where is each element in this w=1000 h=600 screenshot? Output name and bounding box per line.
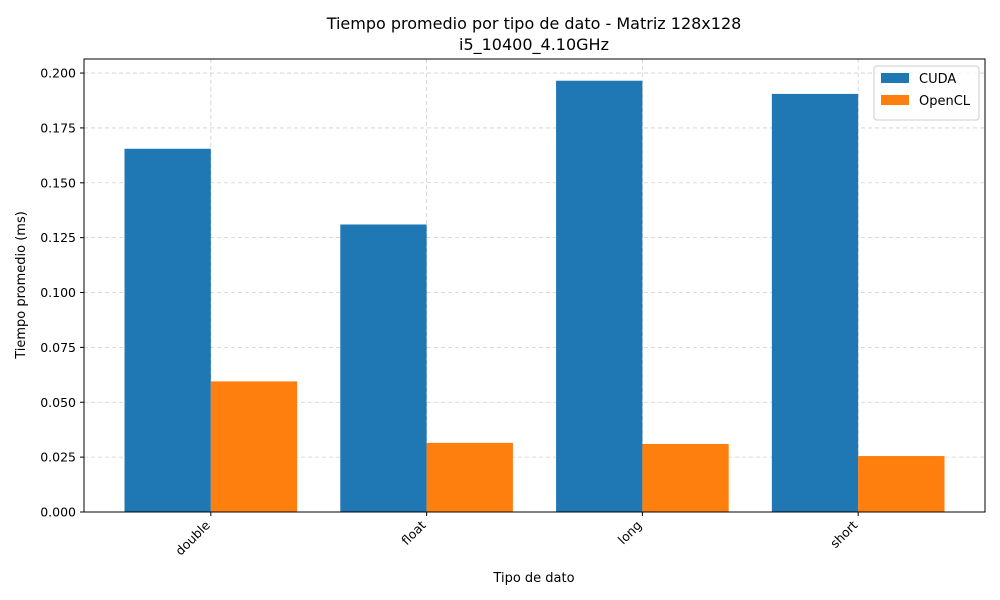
y-tick-label: 0.150	[40, 175, 76, 190]
bar-cuda-short	[771, 93, 859, 513]
legend: CUDA OpenCL	[873, 65, 980, 121]
bar-opencl-double	[210, 381, 298, 512]
bars	[124, 80, 945, 513]
x-axis-ticks: double float long short	[172, 512, 860, 558]
y-tick-label: 0.175	[40, 120, 76, 135]
y-tick-label: 0.050	[40, 395, 76, 410]
bar-opencl-long	[642, 443, 729, 512]
x-tick-label: short	[827, 517, 860, 550]
legend-label-opencl: OpenCL	[919, 94, 971, 109]
bar-opencl-float	[426, 442, 513, 512]
y-axis-ticks: 0.000 0.025 0.050 0.075 0.100 0.125 0.150 0.175…	[40, 66, 84, 520]
legend-swatch-opencl	[881, 95, 909, 105]
y-tick-label: 0.025	[40, 450, 76, 465]
chart-subtitle: i5_10400_4.10GHz	[459, 35, 609, 55]
bar-opencl-short	[858, 456, 945, 512]
legend-label-cuda: CUDA	[919, 72, 956, 87]
plot-frame	[83, 58, 986, 513]
legend-swatch-cuda	[881, 73, 909, 83]
bar-cuda-float	[340, 224, 427, 512]
y-tick-label: 0.075	[40, 340, 76, 355]
chart-title: Tiempo promedio por tipo de dato - Matri…	[326, 14, 742, 33]
x-axis-label: Tipo de dato	[492, 571, 574, 586]
x-tick-label: float	[398, 517, 429, 548]
y-tick-label: 0.100	[40, 285, 76, 300]
bar-cuda-long	[556, 80, 643, 512]
y-tick-label: 0.000	[40, 505, 76, 520]
y-tick-label: 0.125	[40, 230, 76, 245]
y-tick-label: 0.200	[40, 66, 76, 81]
bar-cuda-double	[124, 148, 211, 512]
x-tick-label: long	[615, 518, 645, 548]
x-tick-label: double	[172, 517, 213, 558]
y-axis-label: Tiempo promedio (ms)	[14, 211, 29, 360]
